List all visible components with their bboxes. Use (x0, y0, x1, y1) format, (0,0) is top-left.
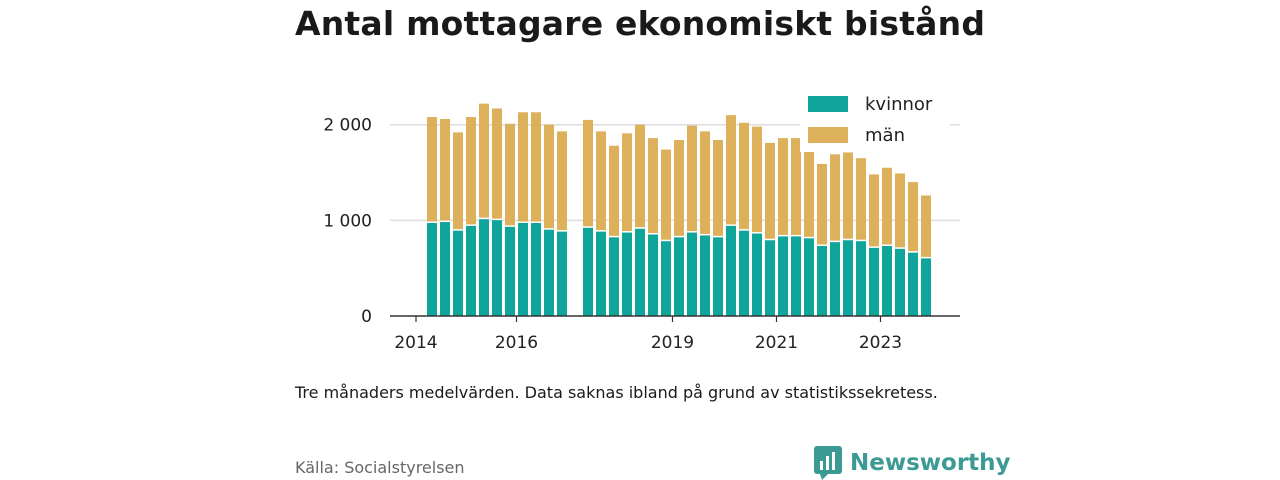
bar-man (661, 149, 671, 241)
bar-kvinnor (843, 239, 853, 316)
bar-man (778, 138, 788, 236)
bar-kvinnor (700, 234, 710, 316)
bar-kvinnor (726, 225, 736, 316)
bar-man (869, 174, 879, 248)
bar-man (583, 119, 593, 228)
bar-man (856, 158, 866, 241)
bar-man (791, 138, 801, 236)
bar-kvinnor (856, 240, 866, 316)
bar-man (635, 124, 645, 228)
chart-note: Tre månaders medelvärden. Data saknas ib… (295, 383, 938, 402)
y-tick-label: 2 000 (323, 116, 372, 136)
newsworthy-logo: Newsworthy (814, 446, 1011, 480)
bar-man (908, 182, 918, 252)
bar-man (609, 145, 619, 237)
bar-kvinnor (531, 222, 541, 316)
bar-man (622, 133, 632, 232)
bar-kvinnor (492, 219, 502, 316)
bar-kvinnor (648, 233, 658, 316)
bar-man (505, 123, 515, 227)
bar-man (453, 132, 463, 230)
bar-kvinnor (596, 230, 606, 316)
bar-kvinnor (479, 218, 489, 316)
bar-man (726, 115, 736, 226)
bar-man (544, 124, 554, 229)
x-tick-label: 2016 (495, 333, 538, 353)
bar-man (479, 103, 489, 219)
bar-man (440, 118, 450, 222)
bar-kvinnor (739, 229, 749, 316)
bar-man (518, 112, 528, 223)
bar-kvinnor (804, 237, 814, 316)
bar-kvinnor (817, 245, 827, 316)
bar-man (700, 131, 710, 235)
y-tick-label: 0 (361, 307, 372, 327)
bar-kvinnor (908, 251, 918, 316)
legend-swatch (808, 127, 848, 143)
bar-man (687, 125, 697, 232)
x-tick-label: 2023 (859, 333, 902, 353)
bar-man (531, 112, 541, 223)
bar-man (466, 117, 476, 226)
bar-man (557, 131, 567, 231)
bar-chart: 0 1 000 2 000 2014 2016 2019 2021 2023 kvinnor m… (323, 88, 960, 353)
bar-kvinnor (544, 228, 554, 316)
legend-label: män (865, 125, 905, 146)
bar-kvinnor (687, 231, 697, 316)
bar-kvinnor (635, 228, 645, 316)
axes: 0 1 000 2 000 2014 2016 2019 2021 2023 (323, 116, 960, 353)
bar-kvinnor (778, 235, 788, 316)
bar-man (752, 126, 762, 233)
bar-kvinnor (713, 236, 723, 316)
x-tick-label: 2014 (394, 333, 437, 353)
bar-man (817, 163, 827, 246)
newsworthy-logo-icon (814, 446, 842, 480)
bar-kvinnor (895, 248, 905, 316)
bar-kvinnor (557, 230, 567, 316)
bar-kvinnor (830, 241, 840, 316)
bar-kvinnor (427, 222, 437, 316)
bar-kvinnor (453, 229, 463, 316)
bar-man (882, 167, 892, 246)
bar-kvinnor (518, 222, 528, 316)
bar-kvinnor (440, 221, 450, 316)
legend-label: kvinnor (865, 94, 933, 115)
legend-swatch (808, 96, 848, 112)
bar-man (713, 140, 723, 237)
bar-man (921, 195, 931, 258)
chart-title: Antal mottagare ekonomiskt bistånd (295, 4, 986, 43)
bar-man (830, 154, 840, 242)
bar-kvinnor (583, 227, 593, 316)
bar-kvinnor (466, 225, 476, 316)
bar-man (804, 146, 814, 238)
bar-man (492, 108, 502, 220)
bar-man (739, 122, 749, 230)
bar-kvinnor (765, 239, 775, 316)
legend: kvinnor män (800, 88, 950, 152)
y-tick-label: 1 000 (323, 211, 372, 231)
bar-man (674, 140, 684, 237)
bar-kvinnor (752, 232, 762, 316)
bar-man (895, 173, 905, 249)
bar-man (765, 142, 775, 240)
x-tick-label: 2021 (755, 333, 798, 353)
bar-kvinnor (609, 236, 619, 316)
bar-kvinnor (674, 236, 684, 316)
bar-kvinnor (921, 257, 931, 316)
source-text: Källa: Socialstyrelsen (295, 458, 465, 477)
bar-man (596, 131, 606, 231)
x-tick-label: 2019 (651, 333, 694, 353)
bar-man (843, 152, 853, 240)
bar-kvinnor (622, 231, 632, 316)
bar-man (648, 138, 658, 234)
bar-kvinnor (791, 235, 801, 316)
brand-name: Newsworthy (850, 450, 1011, 476)
bar-kvinnor (882, 245, 892, 316)
bar-kvinnor (661, 240, 671, 316)
bar-kvinnor (869, 247, 879, 316)
bar-kvinnor (505, 226, 515, 316)
bar-man (427, 117, 437, 223)
bars (427, 103, 931, 316)
